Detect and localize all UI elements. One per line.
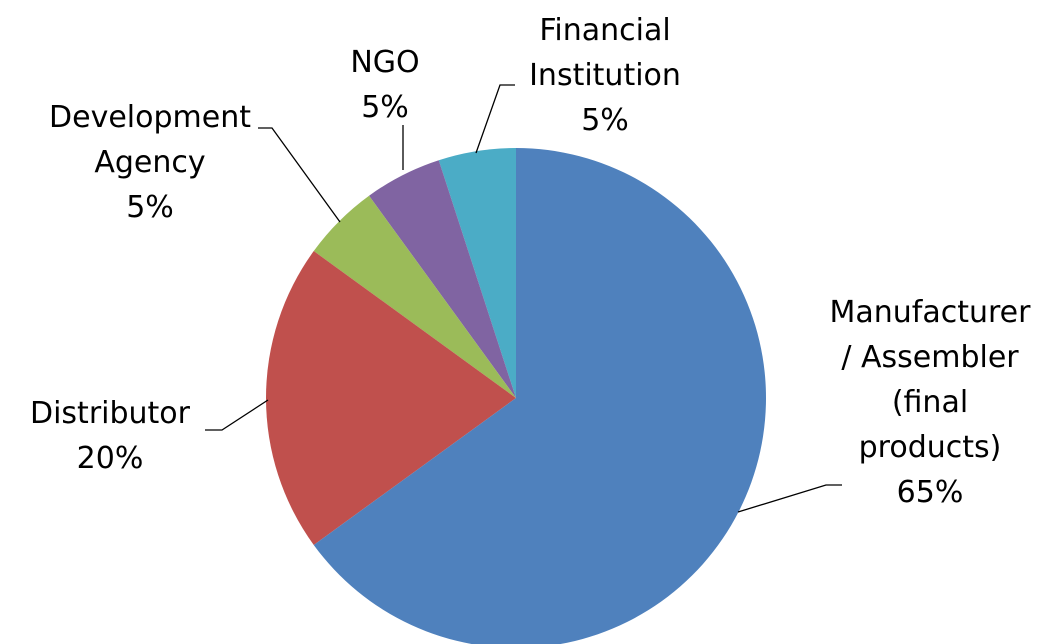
- value-label: 5%: [581, 103, 629, 138]
- value-label: 5%: [126, 190, 174, 225]
- pie-slice: [313, 148, 767, 644]
- slice-label: Manufacturer / Assembler (final products…: [820, 290, 1040, 515]
- pie-slice: [313, 195, 516, 398]
- pie-slice: [438, 148, 516, 398]
- slice-label: NGO 5%: [325, 40, 445, 130]
- slice-label: Development Agency 5%: [45, 95, 255, 230]
- slice-label: Distributor 20%: [0, 391, 240, 481]
- category-name: Development Agency: [49, 100, 251, 180]
- leader-line: [737, 484, 842, 513]
- pie-slice: [266, 251, 516, 545]
- category-name: Distributor: [29, 396, 190, 431]
- value-label: 20%: [76, 441, 144, 476]
- category-name: Manufacturer / Assembler (final products…: [829, 295, 1031, 465]
- value-label: 65%: [896, 475, 964, 510]
- leader-line: [258, 127, 341, 223]
- category-name: NGO: [350, 45, 420, 80]
- value-label: 5%: [361, 90, 409, 125]
- leader-line: [475, 84, 515, 154]
- pie-slice: [369, 160, 516, 398]
- slice-label: Financial Institution 5%: [510, 8, 700, 143]
- category-name: Financial Institution: [529, 13, 681, 93]
- leader-line: [205, 399, 269, 431]
